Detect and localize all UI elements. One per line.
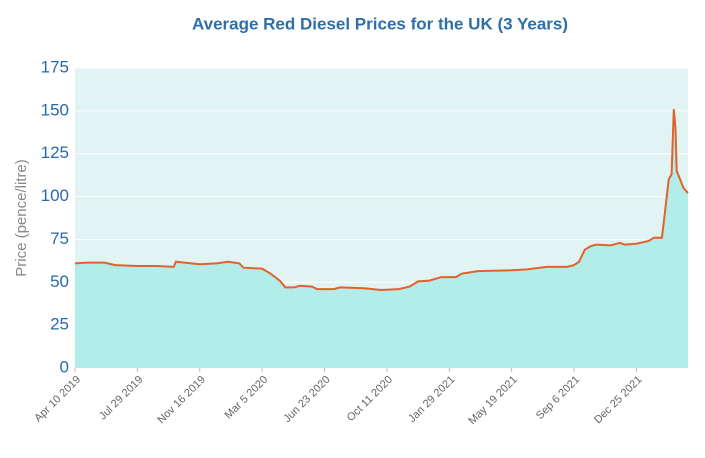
y-tick-label: 100 bbox=[41, 186, 69, 205]
price-line bbox=[74, 109, 689, 292]
y-tick-label: 150 bbox=[41, 100, 69, 119]
area-fill bbox=[75, 109, 688, 368]
x-tick-label: Oct 11 2020 bbox=[345, 374, 395, 424]
y-axis-label: Price (pence/litre) bbox=[13, 159, 30, 277]
x-tick-label: Dec 25 2021 bbox=[592, 374, 645, 427]
y-tick-label: 75 bbox=[50, 229, 69, 248]
y-tick-label: 0 bbox=[60, 357, 69, 376]
chart-title: Average Red Diesel Prices for the UK (3 … bbox=[192, 14, 568, 33]
x-tick-label: Jun 23 2020 bbox=[281, 374, 332, 425]
x-tick-label: Sep 6 2021 bbox=[534, 374, 582, 422]
x-tick-label: Mar 5 2020 bbox=[222, 374, 270, 422]
y-tick-label: 175 bbox=[41, 57, 69, 76]
x-tick-label: Jan 29 2021 bbox=[406, 374, 457, 425]
y-tick-label: 50 bbox=[50, 272, 69, 291]
x-tick-label: Apr 10 2019 bbox=[32, 374, 83, 425]
x-tick-label: Jul 29 2019 bbox=[97, 374, 146, 423]
x-tick-label: Nov 16 2019 bbox=[155, 374, 208, 427]
y-tick-label: 25 bbox=[50, 315, 69, 334]
y-tick-label: 125 bbox=[41, 143, 69, 162]
x-tick-label: May 19 2021 bbox=[466, 374, 519, 427]
